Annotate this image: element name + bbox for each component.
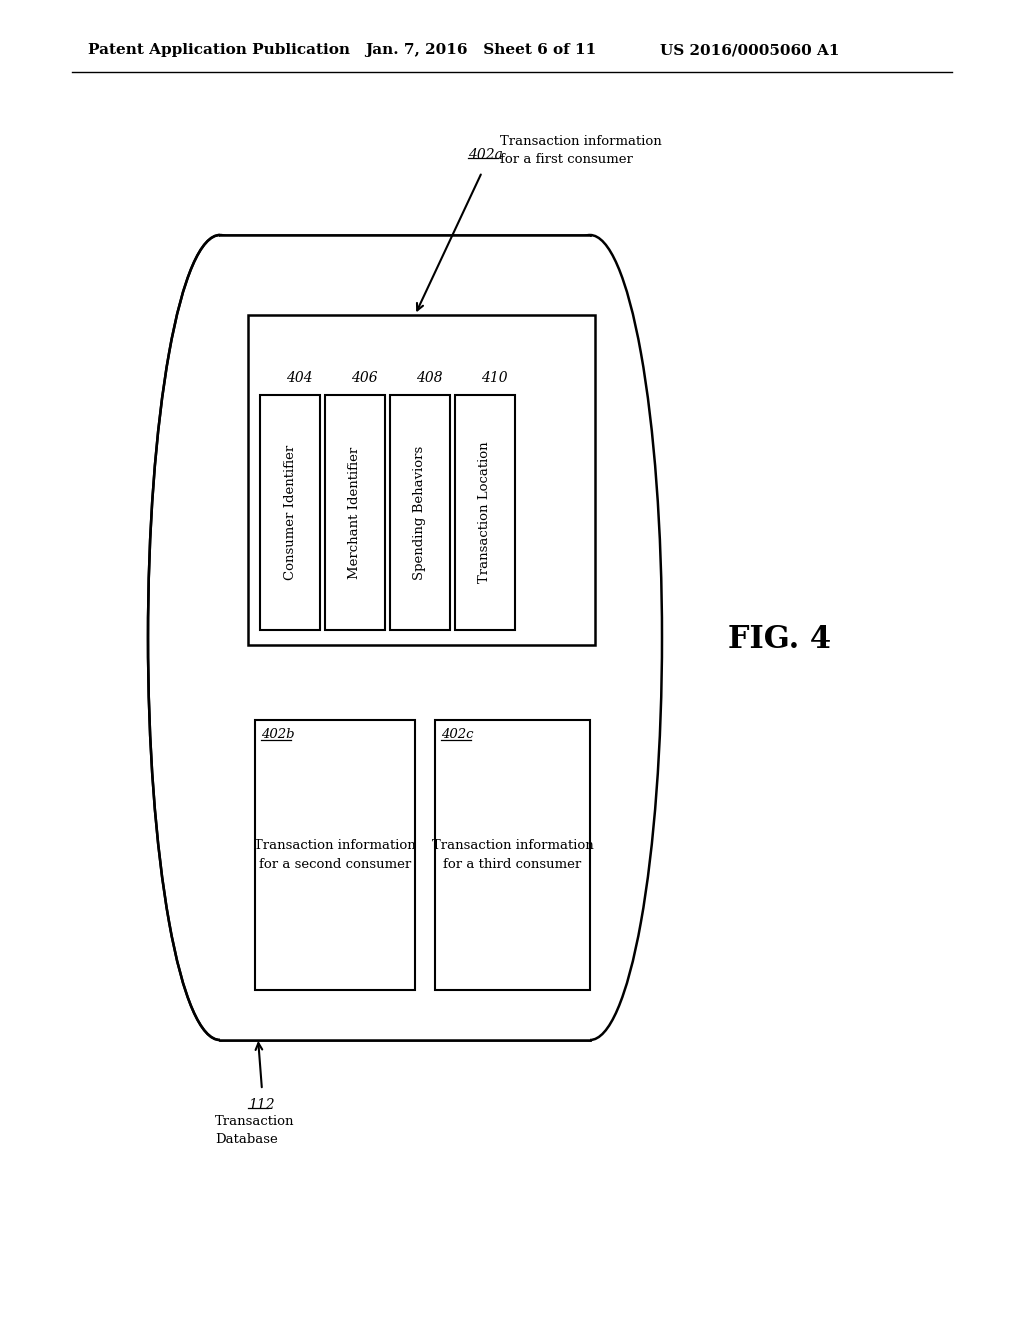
Text: Transaction information
for a first consumer: Transaction information for a first cons… [500, 135, 662, 166]
Ellipse shape [518, 235, 662, 1040]
Text: Jan. 7, 2016   Sheet 6 of 11: Jan. 7, 2016 Sheet 6 of 11 [365, 44, 596, 57]
Text: 406: 406 [351, 371, 378, 385]
FancyBboxPatch shape [220, 235, 590, 1040]
FancyBboxPatch shape [390, 395, 450, 630]
FancyBboxPatch shape [260, 395, 319, 630]
Text: Transaction
Database: Transaction Database [215, 1115, 295, 1146]
Ellipse shape [148, 235, 292, 1040]
FancyBboxPatch shape [325, 395, 385, 630]
FancyBboxPatch shape [255, 719, 415, 990]
Text: 410: 410 [481, 371, 508, 385]
Text: Spending Behaviors: Spending Behaviors [414, 445, 427, 579]
Text: Consumer Identifier: Consumer Identifier [284, 445, 297, 579]
FancyBboxPatch shape [248, 315, 595, 645]
Text: US 2016/0005060 A1: US 2016/0005060 A1 [660, 44, 840, 57]
Text: Merchant Identifier: Merchant Identifier [348, 446, 361, 578]
FancyBboxPatch shape [455, 395, 515, 630]
FancyBboxPatch shape [435, 719, 590, 990]
Text: 408: 408 [416, 371, 442, 385]
Text: 402c: 402c [441, 729, 473, 741]
Text: Transaction Location: Transaction Location [478, 442, 492, 583]
Text: Transaction information
for a third consumer: Transaction information for a third cons… [432, 840, 593, 871]
Text: 402a: 402a [468, 148, 503, 162]
FancyBboxPatch shape [220, 235, 590, 1040]
Text: Patent Application Publication: Patent Application Publication [88, 44, 350, 57]
Text: FIG. 4: FIG. 4 [728, 624, 831, 656]
Text: Transaction information
for a second consumer: Transaction information for a second con… [254, 840, 416, 871]
Text: 402b: 402b [261, 729, 295, 741]
Text: 112: 112 [248, 1098, 274, 1111]
Text: 404: 404 [286, 371, 312, 385]
